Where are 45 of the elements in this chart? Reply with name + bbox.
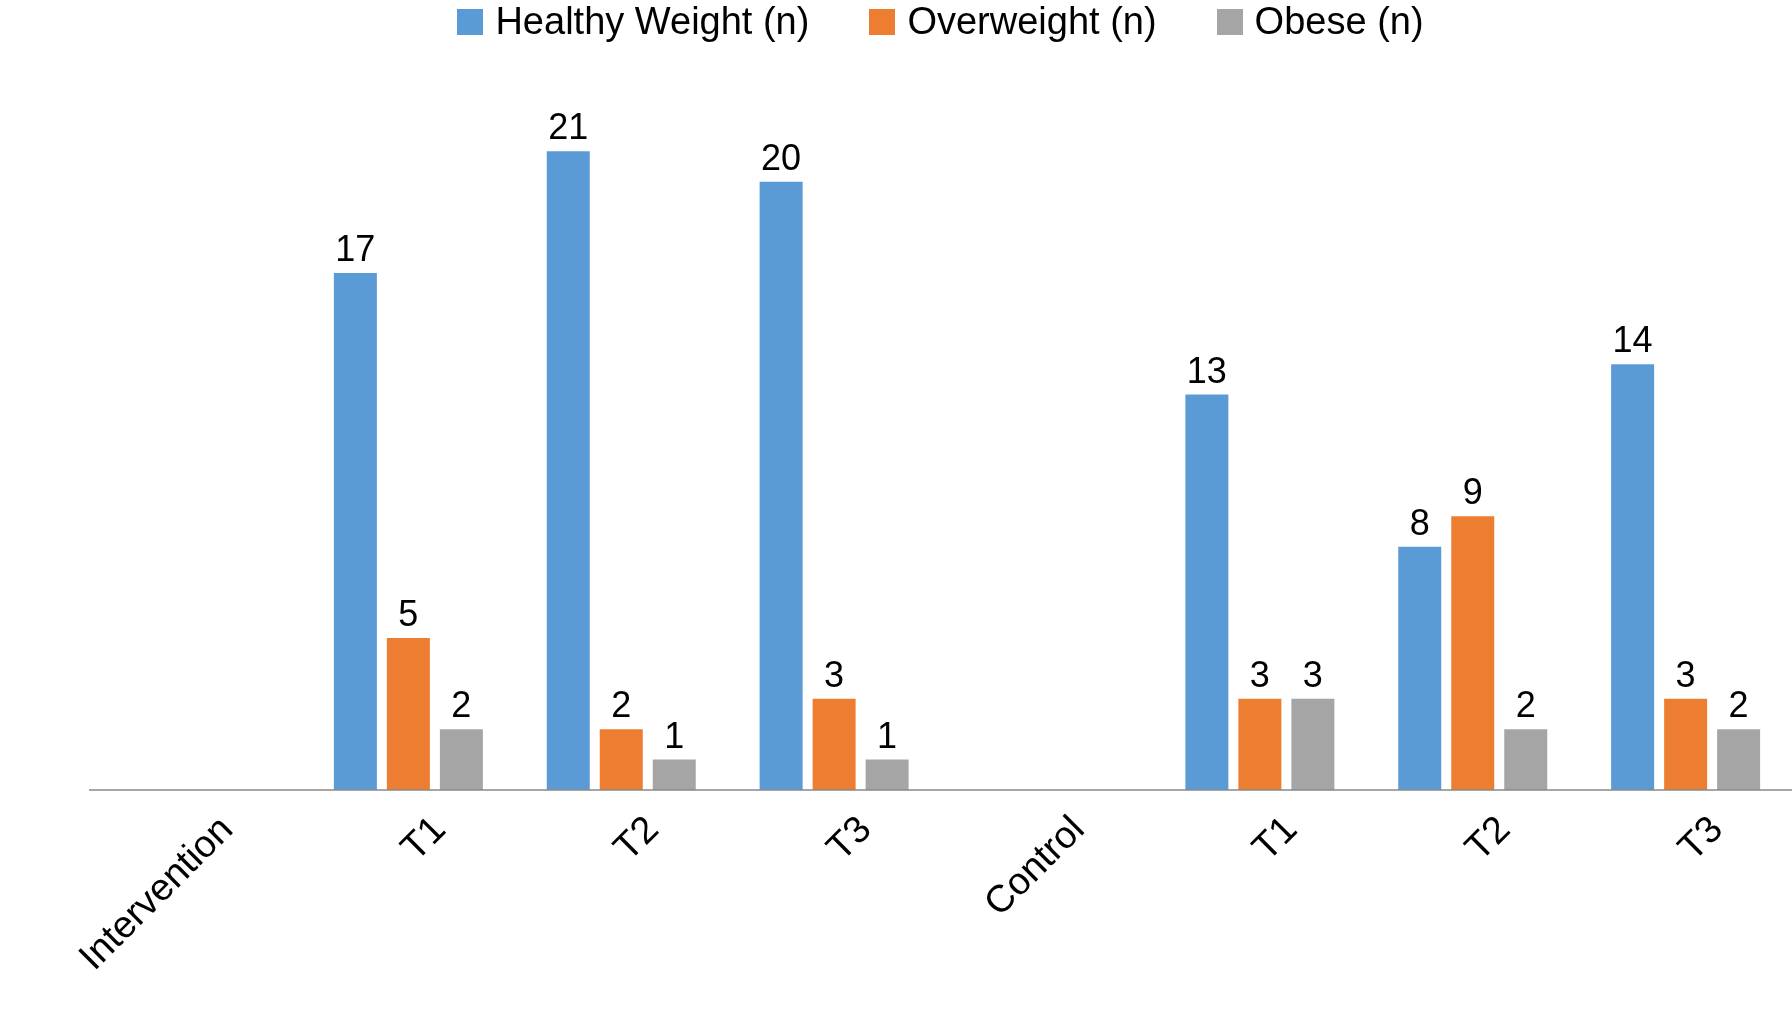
- bar: [1451, 516, 1495, 790]
- data-label: 3: [824, 653, 845, 695]
- data-label: 5: [398, 592, 419, 634]
- data-label: 20: [761, 136, 802, 178]
- bar: [1291, 698, 1335, 790]
- data-label: 9: [1462, 471, 1483, 513]
- data-label: 3: [1675, 653, 1696, 695]
- x-tick-label: T2: [1456, 807, 1518, 869]
- data-label: 14: [1612, 319, 1653, 361]
- x-tick-label: T3: [1669, 807, 1731, 869]
- bar: [1238, 698, 1282, 790]
- bar: [1717, 729, 1761, 790]
- data-label: 2: [611, 684, 632, 726]
- data-label: 3: [1249, 653, 1270, 695]
- data-label: 2: [1728, 684, 1749, 726]
- x-tick-label: T1: [1243, 807, 1305, 869]
- data-label: 13: [1186, 349, 1227, 391]
- bar: [1398, 546, 1442, 790]
- bar: [333, 272, 377, 790]
- bar: [439, 729, 483, 790]
- bar: [812, 698, 856, 790]
- legend-label: Obese (n): [1254, 0, 1424, 43]
- bar: [599, 729, 643, 790]
- bar: [1611, 364, 1655, 790]
- bar: [1664, 698, 1708, 790]
- bar: [652, 759, 696, 790]
- data-label: 1: [664, 714, 685, 756]
- x-tick-label: T2: [605, 807, 667, 869]
- x-tick-label: T1: [392, 807, 454, 869]
- legend-label: Healthy Weight (n): [495, 0, 810, 43]
- x-tick-label: T3: [817, 807, 879, 869]
- bar: [546, 151, 590, 790]
- data-label: 2: [451, 684, 472, 726]
- data-label: 8: [1409, 501, 1430, 543]
- data-label: 3: [1302, 653, 1323, 695]
- data-label: 2: [1515, 684, 1536, 726]
- bar: [1185, 394, 1229, 790]
- bar: [759, 181, 803, 790]
- data-label: 17: [335, 227, 376, 269]
- bar: [865, 759, 909, 790]
- data-label: 1: [877, 714, 898, 756]
- data-label: 21: [548, 106, 589, 148]
- bar: [386, 637, 430, 790]
- bar: [1504, 729, 1548, 790]
- legend-label: Overweight (n): [907, 0, 1157, 43]
